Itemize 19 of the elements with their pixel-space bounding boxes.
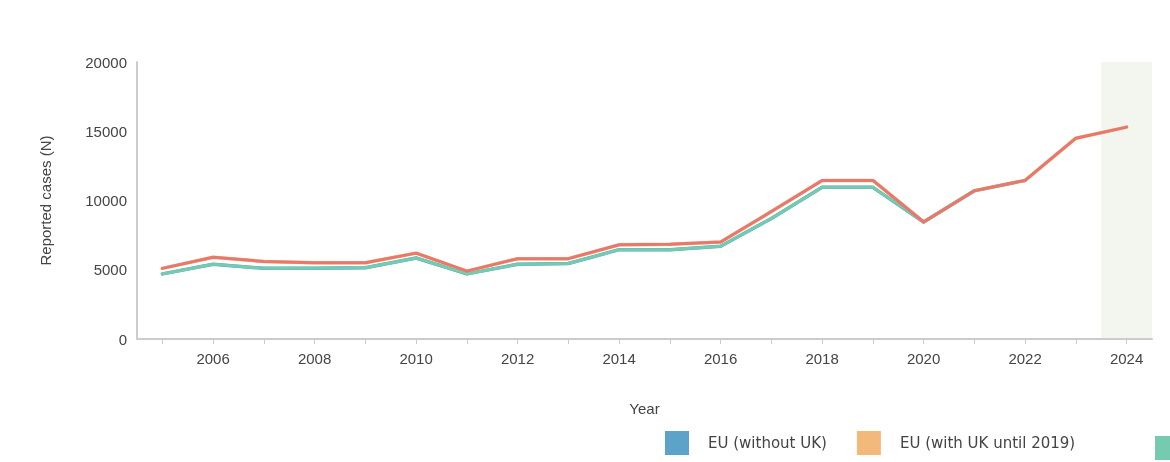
x-tick-label: 2008	[297, 350, 332, 367]
x-tick-label: 2010	[399, 350, 433, 367]
x-tick-label: 2014	[602, 350, 636, 367]
y-tick-label: 5000	[93, 261, 127, 279]
x-tick-label: 2022	[1008, 350, 1042, 367]
y-axis-title: Reported cases (N)	[37, 135, 54, 266]
x-tick-label: 2024	[1109, 350, 1144, 367]
y-tick-label: 10000	[85, 192, 127, 209]
x-tick-label: 2006	[196, 350, 230, 367]
y-tick-label: 20000	[85, 53, 127, 71]
legend-label: EU (with UK until 2019)	[899, 434, 1076, 452]
y-tick-label: 15000	[85, 122, 127, 140]
x-axis-title: Year	[629, 400, 660, 417]
y-tick-label: 0	[118, 330, 127, 348]
x-tick-label: 2020	[906, 350, 941, 367]
x-tick-label: 2016	[703, 350, 738, 367]
legend-label: EU (without UK)	[708, 434, 827, 452]
x-tick-label: 2012	[500, 350, 535, 367]
x-tick-label: 2018	[805, 350, 839, 367]
